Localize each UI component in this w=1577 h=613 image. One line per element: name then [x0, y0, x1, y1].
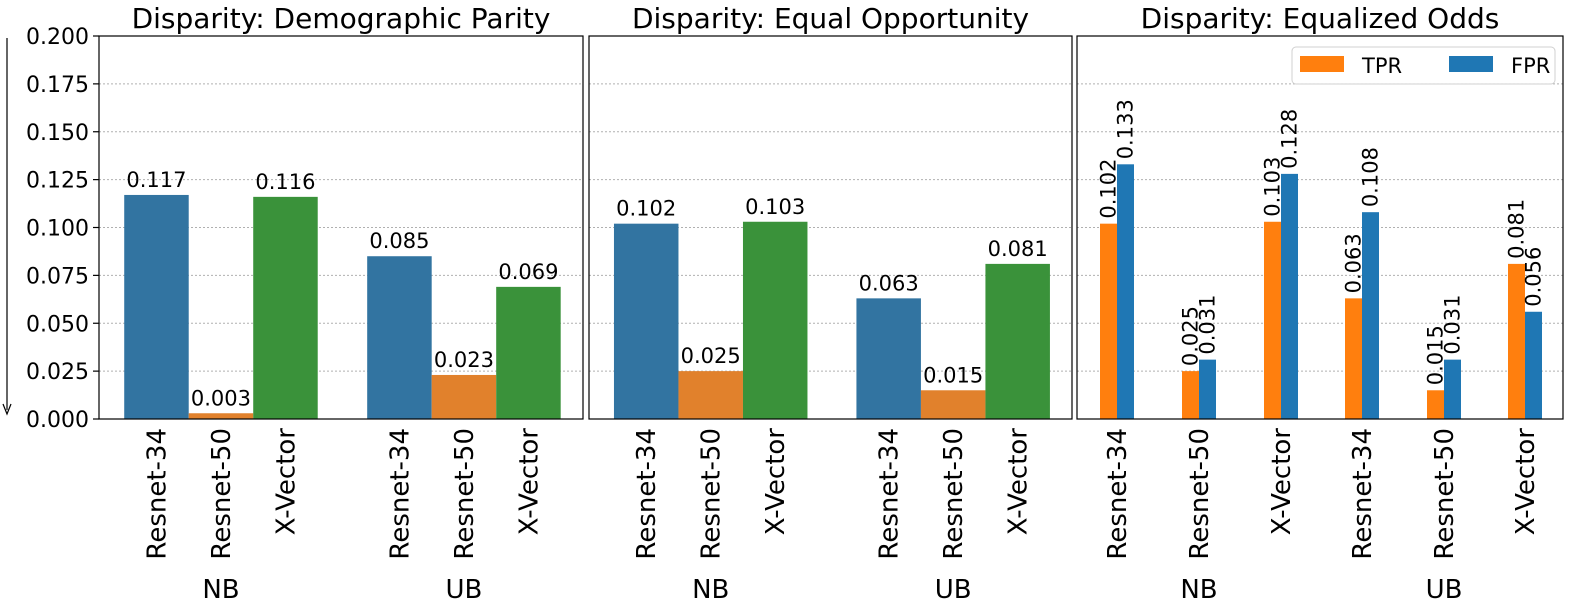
bar-fpr — [1362, 212, 1379, 419]
data-label: 0.108 — [1359, 147, 1383, 207]
data-label: 0.116 — [255, 170, 315, 194]
x-tick-label: Resnet-34 — [142, 428, 172, 560]
data-label: 0.003 — [191, 386, 251, 410]
data-label: 0.102 — [1097, 159, 1121, 219]
panel-title: Disparity: Demographic Parity — [132, 2, 551, 35]
bar — [920, 390, 986, 419]
data-label: 0.031 — [1441, 295, 1465, 355]
bar-tpr — [1345, 298, 1362, 419]
bar-fpr — [1281, 173, 1298, 419]
y-tick-label: 0.025 — [26, 360, 89, 385]
y-tick-label: 0.075 — [26, 264, 89, 289]
bar — [367, 256, 432, 419]
legend-swatch-fpr — [1449, 56, 1493, 72]
bar-fpr — [1525, 311, 1542, 419]
bar-tpr — [1182, 371, 1199, 419]
legend-label-fpr: FPR — [1511, 54, 1550, 78]
data-label: 0.015 — [1424, 325, 1448, 385]
data-label: 0.133 — [1114, 99, 1138, 159]
data-label: 0.081 — [1505, 199, 1529, 259]
group-label: NB — [202, 575, 239, 605]
axes-frame — [1076, 35, 1564, 420]
data-label: 0.069 — [498, 260, 558, 284]
x-tick-label: Resnet-50 — [450, 428, 480, 560]
axes-frame — [588, 35, 1073, 420]
group-label: NB — [1180, 575, 1217, 605]
panel-1: Disparity: Demographic Parity 0.117 Resnet… — [98, 2, 584, 605]
x-tick-label: X-Vector — [271, 428, 301, 536]
group-label: NB — [692, 575, 729, 605]
bar-fpr — [1199, 359, 1216, 419]
y-tick-label: 0.100 — [26, 217, 89, 242]
bar — [678, 371, 743, 419]
data-label: 0.103 — [1261, 157, 1285, 217]
data-label: 0.102 — [616, 197, 676, 221]
data-label: 0.085 — [369, 229, 429, 253]
bar — [496, 286, 561, 419]
bar-tpr — [1508, 263, 1525, 419]
group-label: UB — [1426, 575, 1463, 605]
data-label: 0.128 — [1278, 109, 1302, 169]
legend-swatch-tpr — [1300, 56, 1344, 72]
y-tick-label: 0.000 — [26, 408, 89, 433]
x-tick-label: Resnet-50 — [697, 428, 727, 560]
x-tick-label: X-Vector — [1004, 428, 1034, 536]
data-label: 0.117 — [126, 168, 186, 192]
x-tick-label: X-Vector — [514, 428, 544, 536]
x-tick-label: Resnet-50 — [939, 428, 969, 560]
x-tick-label: Resnet-50 — [1185, 428, 1215, 560]
x-tick-label: Resnet-34 — [632, 428, 662, 560]
x-tick-label: Resnet-50 — [207, 428, 237, 560]
data-label: 0.031 — [1196, 295, 1220, 355]
x-tick-label: Resnet-34 — [875, 428, 905, 560]
bar — [856, 298, 921, 419]
panel-title: Disparity: Equal Opportunity — [632, 2, 1029, 35]
y-tick-label: 0.150 — [26, 121, 89, 146]
bar — [253, 196, 318, 419]
bar — [742, 221, 808, 419]
bar-fpr — [1117, 164, 1134, 419]
bar-tpr — [1264, 221, 1281, 419]
legend: TPR FPR — [1291, 46, 1556, 85]
y-tick-label: 0.175 — [26, 73, 89, 98]
data-label: 0.023 — [434, 348, 494, 372]
bar — [613, 223, 679, 419]
data-label: 0.025 — [1179, 306, 1203, 366]
x-tick-label: Resnet-34 — [385, 428, 415, 560]
group-label: UB — [445, 575, 482, 605]
bar-tpr — [1427, 390, 1444, 419]
x-tick-label: X-Vector — [761, 428, 791, 536]
y-tick-label: 0.125 — [26, 169, 89, 194]
data-label: 0.056 — [1522, 247, 1546, 307]
legend-label-tpr: TPR — [1361, 54, 1402, 78]
data-label: 0.103 — [745, 195, 805, 219]
group-label: UB — [935, 575, 972, 605]
x-tick-label: Resnet-34 — [1348, 428, 1378, 560]
bar-tpr — [1100, 223, 1117, 419]
y-tick-label: 0.050 — [26, 312, 89, 337]
bar-fpr — [1444, 359, 1461, 419]
bar — [188, 413, 254, 419]
data-label: 0.063 — [1342, 233, 1366, 293]
bar — [124, 194, 189, 419]
x-tick-label: Resnet-50 — [1430, 428, 1460, 560]
down-arrow-head-icon — [2, 403, 12, 416]
panel-title: Disparity: Equalized Odds — [1141, 2, 1500, 35]
x-tick-label: X-Vector — [1267, 428, 1297, 536]
x-tick-label: X-Vector — [1511, 428, 1541, 536]
x-tick-label: Resnet-34 — [1103, 428, 1133, 560]
y-tick-label: 0.200 — [26, 25, 89, 50]
data-label: 0.063 — [859, 271, 919, 295]
bar — [431, 374, 497, 419]
data-label: 0.081 — [988, 237, 1048, 261]
bar — [985, 263, 1050, 419]
data-label: 0.025 — [681, 344, 741, 368]
data-label: 0.015 — [923, 363, 983, 387]
panel-2: Disparity: Equal Opportunity 0.102 Resnet-… — [588, 2, 1073, 605]
